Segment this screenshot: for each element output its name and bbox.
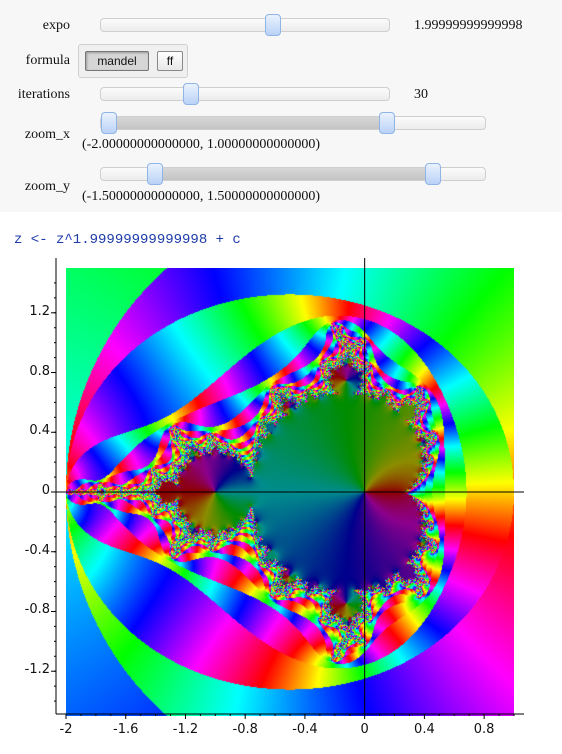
expo-slider-handle[interactable] — [265, 14, 282, 36]
formula-label: formula — [25, 53, 70, 68]
x-tick-label: 0 — [360, 722, 369, 737]
iterations-slider[interactable] — [100, 83, 390, 105]
zoom-y-label: zoom_y — [24, 179, 70, 194]
zoom-x-selected-range — [109, 117, 387, 129]
x-tick-label: -0.4 — [292, 722, 318, 737]
iterations-label: iterations — [17, 87, 70, 102]
formula-button-bar: mandel ff — [78, 44, 188, 78]
zoom-y-value: (-1.50000000000000, 1.50000000000000) — [82, 189, 320, 204]
x-tick-label: -1.2 — [172, 722, 199, 737]
iterations-value: 30 — [414, 87, 428, 102]
zoom-x-high-handle[interactable] — [378, 112, 395, 134]
fractal-plot: -2 -1.6 -1.2 -0.8 -0.4 0 0.4 0.8 1.2 0.8 0.4 0 -0.4… — [0, 250, 562, 754]
plot-axes — [51, 258, 524, 719]
y-tick-label: 1.2 — [29, 303, 50, 319]
expo-value: 1.99999999999998 — [414, 18, 523, 33]
zoom-y-low-handle[interactable] — [147, 163, 164, 185]
iterations-slider-handle[interactable] — [183, 83, 200, 105]
expo-slider[interactable] — [100, 14, 390, 36]
zoom-y-range-slider[interactable] — [100, 163, 486, 185]
ff-button[interactable]: ff — [157, 51, 183, 71]
zoom-x-label: zoom_x — [24, 127, 70, 142]
x-tick-label: 0.4 — [414, 722, 435, 737]
y-tick-label: 0 — [41, 483, 50, 498]
zoom-y-high-handle[interactable] — [424, 163, 441, 185]
iteration-formula: z <- z^1.99999999999998 + c — [14, 232, 241, 248]
y-tick-label: -0.4 — [24, 542, 50, 558]
y-tick-label: 0.8 — [29, 363, 50, 379]
x-tick-label: -0.8 — [232, 722, 258, 737]
x-tick-label: 0.8 — [473, 722, 495, 737]
zoom-x-range-slider[interactable] — [100, 112, 486, 134]
x-tick-label: -2 — [59, 722, 73, 737]
y-tick-label: -0.8 — [24, 602, 50, 618]
zoom-y-selected-range — [155, 168, 433, 180]
zoom-x-value: (-2.00000000000000, 1.00000000000000) — [82, 137, 320, 152]
mandel-button[interactable]: mandel — [85, 51, 149, 71]
interact-controls: expo 1.99999999999998 formula mandel ff … — [0, 0, 562, 212]
zoom-x-low-handle[interactable] — [101, 112, 117, 134]
x-tick-label: -1.6 — [113, 722, 139, 737]
expo-label: expo — [42, 18, 70, 33]
y-tick-label: -1.2 — [24, 662, 50, 678]
y-tick-label: 0.4 — [29, 423, 50, 439]
